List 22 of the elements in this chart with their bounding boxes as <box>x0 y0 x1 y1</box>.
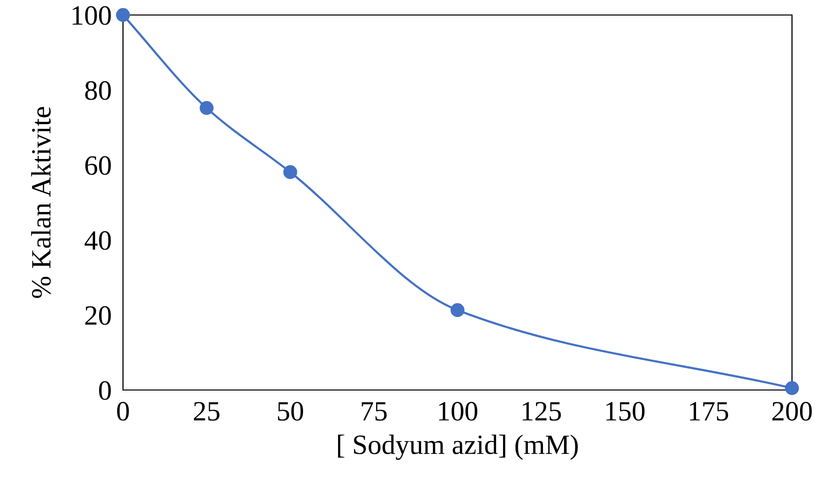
x-tick-label: 50 <box>278 402 304 421</box>
y-axis-title: % Kalan Aktivite <box>31 107 51 298</box>
x-tick-label: 75 <box>362 402 387 421</box>
x-axis-title: [ Sodyum azid] (mM) <box>338 434 578 460</box>
x-tick-label: 0 <box>117 402 129 421</box>
point <box>116 8 130 22</box>
y-tick-label: 0 <box>99 381 111 400</box>
point <box>200 101 214 115</box>
point <box>785 381 799 396</box>
y-tick-label: 80 <box>85 81 111 100</box>
x-tick-label: 100 <box>439 402 478 421</box>
x-tick-label: 150 <box>606 402 645 421</box>
y-tick-label: 60 <box>85 156 111 175</box>
point <box>450 303 464 318</box>
x-tick-label: 200 <box>772 402 812 421</box>
x-tick-label: 175 <box>690 402 728 421</box>
point <box>283 165 298 180</box>
x-tick-label: 25 <box>194 402 220 421</box>
y-tick-label: 100 <box>72 6 111 25</box>
y-tick-label: 40 <box>84 231 111 250</box>
x-tick-label: 125 <box>522 402 561 421</box>
y-tick-label: 20 <box>85 306 111 325</box>
